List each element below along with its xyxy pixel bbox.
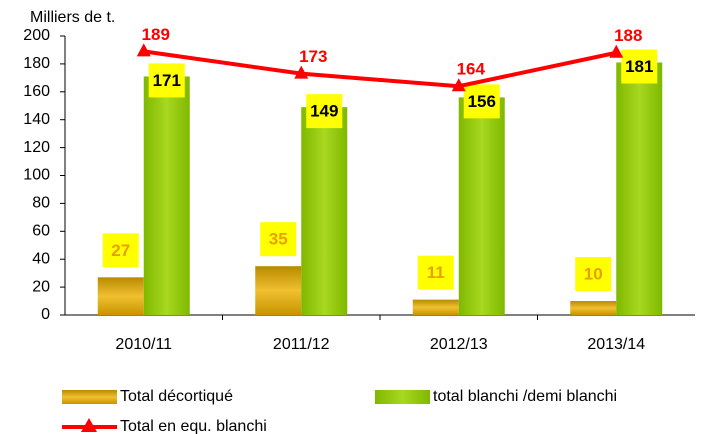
data-label-box [575,257,612,292]
legend-label: total blanchi /demi blanchi [433,388,617,405]
bar [301,107,348,316]
bar [97,277,144,315]
bar [616,62,663,315]
legend-swatch [375,390,430,404]
bar [570,301,617,315]
data-label-box [148,63,185,98]
data-label: 189 [142,25,170,44]
marker [294,65,309,79]
data-label: 27 [111,241,130,260]
y-tick-label: 0 [41,306,50,323]
y-axis-label: Milliers de t. [30,9,115,26]
x-tick-label: 2012/13 [430,336,488,353]
data-label: 149 [310,102,338,121]
y-tick-label: 180 [23,55,50,72]
y-tick-label: 200 [23,27,50,44]
y-tick-label: 80 [32,195,50,212]
marker [609,44,624,58]
data-label-box [306,94,343,129]
bar [143,76,190,315]
data-label: 181 [625,57,653,76]
x-tick-label: 2013/14 [587,336,645,353]
line [143,49,617,89]
data-label: 11 [427,263,445,282]
data-label: 188 [614,26,642,45]
data-label-box [102,233,139,268]
marker [451,78,466,92]
y-tick-label: 120 [23,139,50,156]
data-label: 156 [468,92,496,111]
legend-label: Total décortiqué [120,388,233,405]
data-label: 173 [299,47,327,66]
data-label: 35 [269,230,288,249]
data-label: 10 [584,265,603,284]
legend-label: Total en equ. blanchi [120,418,267,434]
data-label-box [621,49,658,84]
x-tick-label: 2011/12 [273,336,330,353]
marker [136,43,151,57]
data-label-box [417,255,454,290]
y-tick-label: 100 [23,167,50,184]
y-tick-label: 140 [23,111,50,128]
bar [458,97,505,315]
legend-swatch [62,390,117,404]
data-label-box [463,84,500,119]
y-tick-label: 160 [23,83,50,100]
y-tick-label: 40 [32,250,50,267]
x-tick-label: 2010/11 [115,336,172,353]
data-label-box [260,222,297,257]
bar [412,299,459,315]
data-label: 171 [153,71,181,90]
y-tick-label: 20 [32,278,50,295]
data-label: 164 [457,60,486,79]
bar [255,266,302,315]
y-tick-label: 60 [32,223,50,240]
legend-marker [81,418,97,432]
